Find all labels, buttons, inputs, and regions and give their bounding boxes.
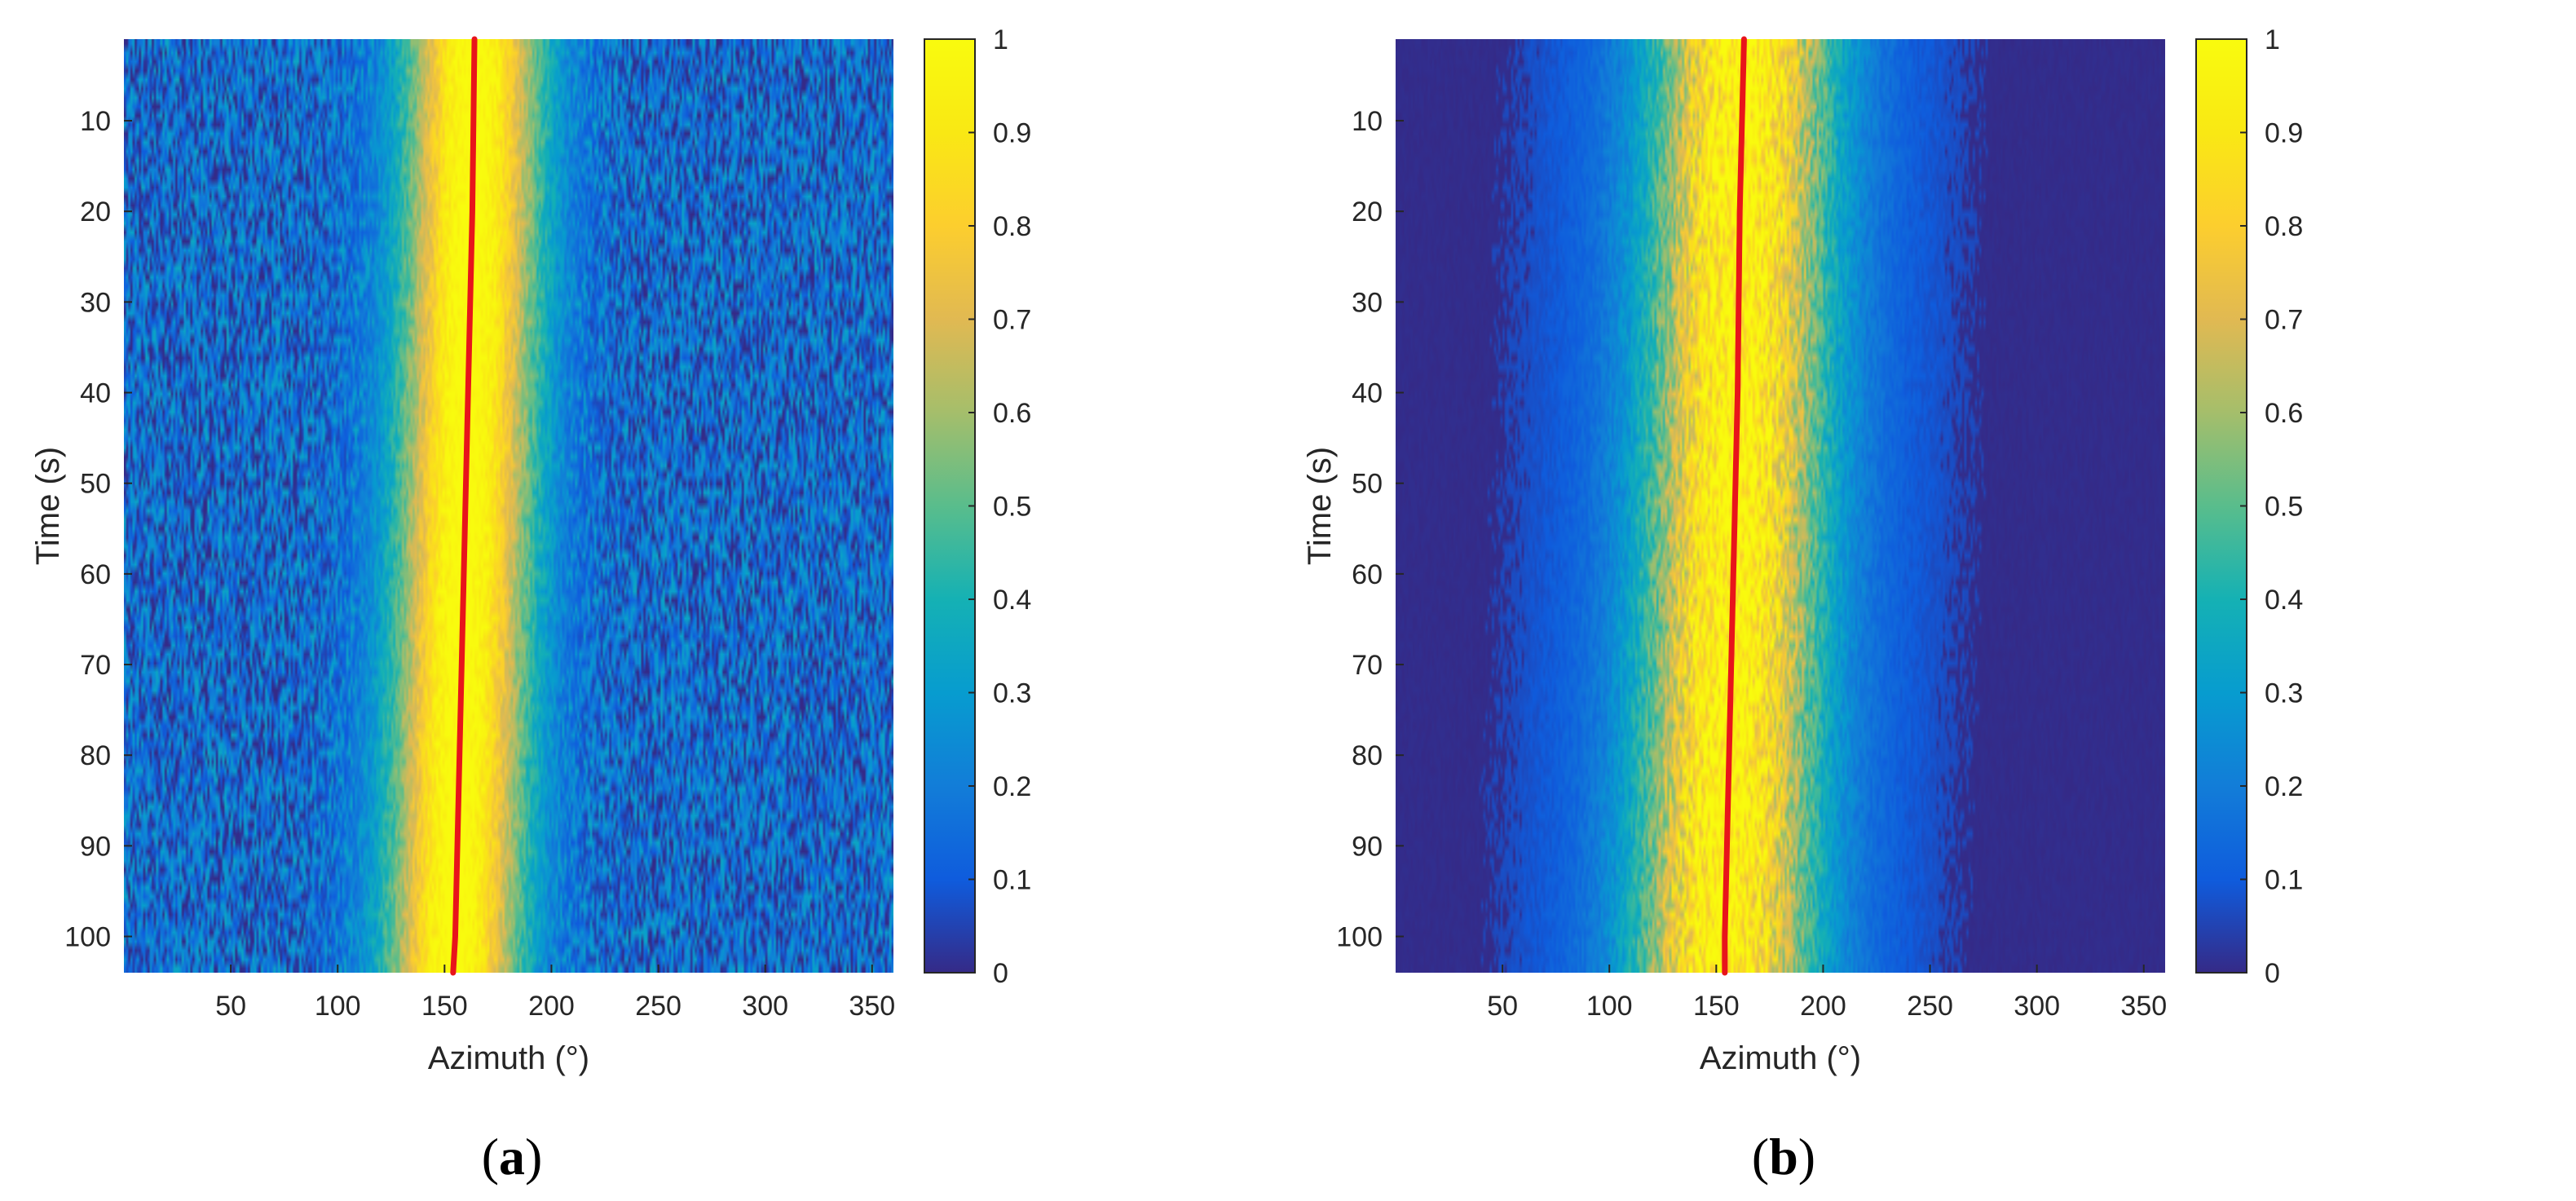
colorbar-tick-label: 0.3 xyxy=(2265,678,2303,709)
colorbar-tick-label: 0.1 xyxy=(2265,865,2303,896)
colorbar-tick-label: 0.3 xyxy=(993,678,1031,709)
colorbar-tick-label: 0.8 xyxy=(993,211,1031,242)
y-tick-label: 30 xyxy=(1352,287,1383,318)
y-tick-label: 40 xyxy=(80,378,111,409)
y-tick-label: 10 xyxy=(80,106,111,137)
colorbar-tick-label: 0.6 xyxy=(993,398,1031,429)
heatmap-image xyxy=(1396,39,2165,973)
colorbar xyxy=(924,38,976,974)
colorbar-tick-label: 0.5 xyxy=(2265,492,2303,523)
x-tick-label: 150 xyxy=(1693,991,1740,1022)
x-tick-label: 100 xyxy=(315,991,361,1022)
y-tick-label: 80 xyxy=(1352,740,1383,771)
x-tick-label: 300 xyxy=(742,991,788,1022)
y-tick-label: 70 xyxy=(1352,650,1383,681)
colorbar-tick-label: 0.1 xyxy=(993,865,1031,896)
colorbar-tick-label: 0.2 xyxy=(993,771,1031,802)
x-tick-label: 300 xyxy=(2014,991,2060,1022)
colorbar-tick-label: 0.4 xyxy=(2265,585,2303,616)
colorbar-tick-label: 0.2 xyxy=(2265,771,2303,802)
x-tick-label: 150 xyxy=(421,991,468,1022)
chart-panel-a: 50 100 150 200 250 300 350 10 20 30 40 50 60 70 80 90 10… xyxy=(0,0,1272,1201)
y-tick-label: 40 xyxy=(1352,378,1383,409)
trend-line xyxy=(450,36,478,976)
x-tick-label: 350 xyxy=(2120,991,2167,1022)
colorbar-tick-label: 0.7 xyxy=(993,305,1031,336)
y-tick-label: 70 xyxy=(80,650,111,681)
y-tick-label: 100 xyxy=(1336,922,1383,953)
y-tick-label: 90 xyxy=(1352,831,1383,862)
chart-panel-b: 50 100 150 200 250 300 350 10 20 30 40 50 60 70 80 90 10… xyxy=(1272,0,2543,1201)
colorbar-tick-label: 0.4 xyxy=(993,585,1031,616)
heatmap-svg: 50 100 150 200 250 300 35010203040506070809010… xyxy=(1302,24,2303,1186)
y-tick-label: 50 xyxy=(80,469,111,500)
colorbar-tick-label: 0 xyxy=(2265,958,2280,989)
y-tick-label: 80 xyxy=(80,740,111,771)
colorbar xyxy=(2195,38,2247,974)
x-tick-label: 200 xyxy=(528,991,575,1022)
x-tick-label: 250 xyxy=(1907,991,1953,1022)
trend-line xyxy=(1722,36,1747,976)
x-tick-label: 200 xyxy=(1800,991,1846,1022)
y-tick-label: 50 xyxy=(1352,469,1383,500)
y-tick-label: 20 xyxy=(80,196,111,227)
y-tick-label: 20 xyxy=(1352,196,1383,227)
panel-label: (b) xyxy=(1752,1128,1815,1186)
colorbar-tick-label: 0.9 xyxy=(2265,118,2303,149)
y-axis-label: Time (s) xyxy=(30,447,66,565)
y-axis-label: Time (s) xyxy=(1302,447,1338,565)
x-axis-label: Azimuth (°) xyxy=(1700,1040,1861,1076)
colorbar-tick-label: 1 xyxy=(2265,24,2280,55)
panel-label: (a) xyxy=(482,1128,543,1186)
y-tick-label: 60 xyxy=(80,559,111,590)
colorbar-tick-label: 0.7 xyxy=(2265,305,2303,336)
heatmap-image xyxy=(124,39,893,973)
heatmap-svg: 50 100 150 200 250 300 35010203040506070809010… xyxy=(30,24,1031,1186)
colorbar-tick-label: 0.5 xyxy=(993,492,1031,523)
x-axis-label: Azimuth (°) xyxy=(428,1040,589,1076)
colorbar-tick-label: 0 xyxy=(993,958,1008,989)
colorbar-tick-label: 0.8 xyxy=(2265,211,2303,242)
colorbar-tick-label: 0.6 xyxy=(2265,398,2303,429)
y-tick-label: 100 xyxy=(64,922,111,953)
x-tick-label: 100 xyxy=(1586,991,1633,1022)
colorbar-tick-label: 1 xyxy=(993,24,1008,55)
x-tick-label: 50 xyxy=(1487,991,1518,1022)
colorbar-tick-label: 0.9 xyxy=(993,118,1031,149)
y-tick-label: 30 xyxy=(80,287,111,318)
x-tick-label: 350 xyxy=(849,991,895,1022)
y-tick-label: 60 xyxy=(1352,559,1383,590)
x-tick-label: 250 xyxy=(635,991,681,1022)
y-tick-label: 10 xyxy=(1352,106,1383,137)
x-tick-label: 50 xyxy=(215,991,246,1022)
y-tick-label: 90 xyxy=(80,831,111,862)
